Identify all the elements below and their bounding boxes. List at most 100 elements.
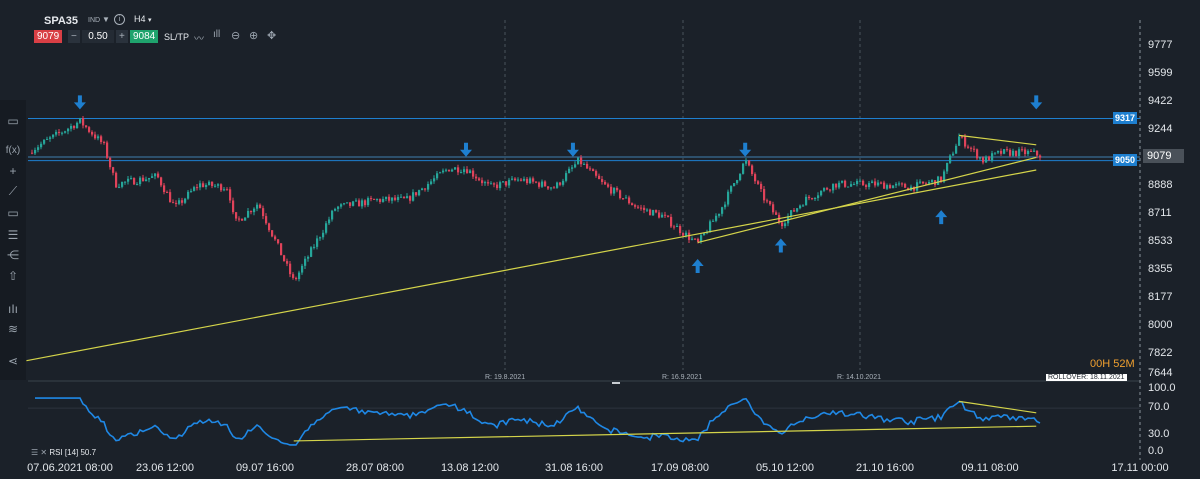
pitchfork-icon[interactable]: ⋲ bbox=[7, 248, 19, 262]
rsi-tick: 0.0 bbox=[1148, 445, 1164, 457]
candle-body bbox=[298, 272, 301, 280]
rectangle-icon[interactable]: ▭ bbox=[7, 206, 19, 220]
candle-body bbox=[184, 198, 187, 203]
candle-body bbox=[259, 204, 262, 209]
current-price-label: 9079 bbox=[1143, 149, 1184, 163]
candle-body bbox=[604, 181, 607, 185]
candle-body bbox=[361, 200, 364, 207]
candle-body bbox=[739, 173, 742, 181]
pan-icon[interactable]: ✥ bbox=[267, 30, 277, 42]
candle-body bbox=[397, 197, 400, 200]
volume-input[interactable]: 0.50 bbox=[82, 30, 114, 43]
candle-body bbox=[901, 183, 904, 185]
candle-body bbox=[895, 183, 898, 186]
candle-body bbox=[991, 153, 994, 161]
info-icon[interactable]: i bbox=[114, 14, 125, 25]
zoom-in-icon[interactable]: ⊕ bbox=[249, 30, 259, 42]
candle-body bbox=[262, 208, 265, 217]
rsi-line bbox=[35, 397, 1041, 446]
layers-icon[interactable]: ≋ bbox=[7, 322, 19, 336]
candle-body bbox=[82, 118, 85, 126]
decrease-volume-button[interactable]: − bbox=[68, 30, 80, 43]
candle-body bbox=[976, 149, 979, 159]
candle-body bbox=[34, 149, 37, 154]
candle-body bbox=[445, 169, 448, 171]
candle-body bbox=[211, 181, 214, 187]
symbol-dropdown-icon[interactable]: ▼ bbox=[102, 15, 110, 24]
candle-body bbox=[508, 179, 511, 186]
fibonacci-icon[interactable]: ☰ bbox=[7, 228, 19, 242]
candle-body bbox=[292, 274, 295, 278]
candle-body bbox=[616, 188, 619, 191]
candle-body bbox=[268, 223, 271, 231]
candle-body bbox=[166, 192, 169, 194]
shapes-icon[interactable]: ⇧ bbox=[7, 269, 19, 283]
price-tick: 8000 bbox=[1148, 319, 1173, 332]
candle-body bbox=[484, 182, 487, 184]
indicator-settings-icon[interactable]: ☰ ✕ bbox=[31, 448, 48, 457]
time-tick: 05.10 12:00 bbox=[755, 462, 815, 474]
candle-body bbox=[1009, 149, 1012, 156]
price-tick: 9777 bbox=[1148, 38, 1173, 51]
candle-body bbox=[433, 178, 436, 182]
function-icon[interactable]: f(x) bbox=[5, 145, 21, 156]
candle-body bbox=[436, 173, 439, 179]
zoom-out-icon[interactable]: ⊖ bbox=[231, 30, 241, 42]
level-tag-9317[interactable]: 9317 bbox=[1113, 112, 1138, 124]
candle-body bbox=[331, 210, 334, 220]
candle-body bbox=[385, 196, 388, 199]
sell-button[interactable]: 9079 bbox=[34, 30, 63, 43]
window-icon[interactable]: ▭ bbox=[7, 114, 19, 128]
candle-body bbox=[76, 122, 79, 129]
candle-body bbox=[1000, 150, 1003, 154]
candle-body bbox=[613, 188, 616, 194]
candle-body bbox=[727, 191, 730, 205]
candle-body bbox=[238, 218, 241, 220]
candle-body bbox=[571, 167, 574, 169]
crosshair-icon[interactable]: + bbox=[9, 164, 17, 178]
candle-body bbox=[892, 185, 895, 189]
rsi-legend[interactable]: ☰ ✕ RSI [14] 50.7 bbox=[31, 448, 96, 457]
candle-body bbox=[946, 162, 949, 172]
pane-resize-handle[interactable] bbox=[612, 382, 620, 384]
candle-body bbox=[313, 246, 316, 248]
drawing-toolbar: ▭ f(x) + ⟋ ▭ ☰ ⋲ ⇧ ıIı ≋ ⋖ bbox=[0, 100, 26, 380]
candle-body bbox=[241, 218, 244, 221]
candle-body bbox=[706, 232, 709, 234]
candle-body bbox=[637, 206, 640, 208]
increase-volume-button[interactable]: + bbox=[116, 30, 128, 43]
candle-body bbox=[568, 168, 571, 174]
candle-body bbox=[847, 186, 850, 188]
candle-body bbox=[130, 178, 133, 180]
candle-body bbox=[409, 196, 412, 201]
time-tick: 31.08 16:00 bbox=[544, 462, 604, 474]
candle-body bbox=[640, 207, 643, 209]
candle-body bbox=[472, 170, 475, 177]
rollover-marker: R: 16.9.2021 bbox=[662, 374, 703, 381]
candle-body bbox=[730, 186, 733, 192]
countdown-timer: 00H 52M bbox=[1090, 358, 1135, 370]
price-tick: 8177 bbox=[1148, 291, 1173, 304]
arrow-up-icon bbox=[774, 238, 787, 253]
level-tag-9050[interactable]: 9050 bbox=[1113, 154, 1138, 166]
candle-body bbox=[37, 147, 40, 150]
share-icon[interactable]: ⋖ bbox=[7, 354, 19, 368]
sltp-button[interactable]: SL/TP bbox=[164, 32, 190, 42]
rsi-tick: 70.0 bbox=[1148, 401, 1170, 413]
candle-body bbox=[151, 176, 154, 178]
line-chart-icon[interactable]: 〰 bbox=[194, 34, 204, 45]
candle-body bbox=[1021, 149, 1024, 151]
candle-body bbox=[1006, 149, 1009, 151]
candles-icon[interactable]: ıll bbox=[213, 29, 221, 40]
buy-button[interactable]: 9084 bbox=[130, 30, 159, 43]
candle-body bbox=[325, 223, 328, 233]
candle-body bbox=[700, 235, 703, 243]
indicators-icon[interactable]: ıIı bbox=[7, 302, 18, 316]
candle-body bbox=[760, 183, 763, 190]
timeframe-select[interactable]: H4 ▾ bbox=[134, 14, 152, 24]
candle-body bbox=[802, 205, 805, 207]
line-tool-icon[interactable]: ⟋ bbox=[8, 184, 18, 198]
symbol-name[interactable]: SPA35 bbox=[44, 15, 79, 27]
candle-body bbox=[139, 177, 142, 185]
